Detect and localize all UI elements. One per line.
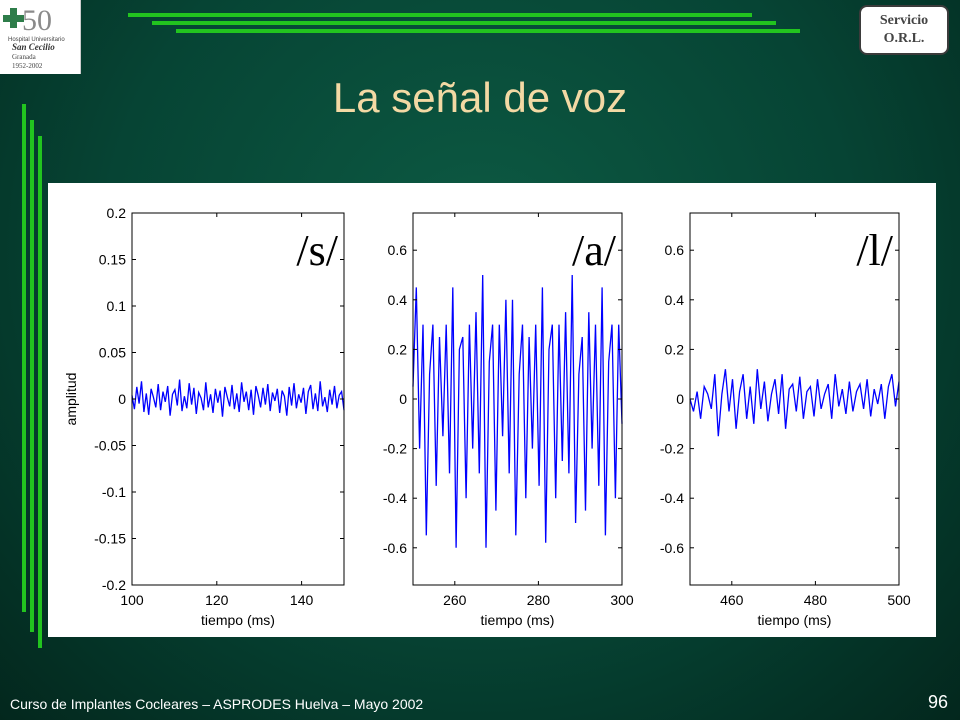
slide-title: La señal de voz xyxy=(332,74,628,121)
footer-text: Curso de Implantes Cocleares – ASPRODES … xyxy=(10,696,424,712)
plot3-ytick-label: 0 xyxy=(676,391,684,407)
plot1-xtick-label: 120 xyxy=(205,592,229,608)
plot1-ytick-label: 0.2 xyxy=(107,205,127,221)
plot3-phoneme-label: /l/ xyxy=(856,226,893,275)
hospital-logo-graphic: 50 Hospital Universitario San Cecilio Gr… xyxy=(3,4,65,70)
plot3-xtick-label: 460 xyxy=(720,592,744,608)
plot3-ytick-label: 0.4 xyxy=(665,292,685,308)
plot2-ytick-label: -0.2 xyxy=(383,441,407,457)
plot1-ytick-label: 0.15 xyxy=(99,252,126,268)
plot1-ytick-label: -0.1 xyxy=(102,484,126,500)
plot2-xtick-label: 280 xyxy=(527,592,551,608)
plot1-ytick-label: -0.2 xyxy=(102,577,126,593)
decor-line-top-2 xyxy=(152,21,776,25)
plot2-phoneme-label: /a/ xyxy=(572,226,617,275)
decor-line-left-1 xyxy=(22,104,26,612)
logo-line4: 1952-2002 xyxy=(12,62,43,70)
decor-line-left-2 xyxy=(30,120,34,632)
plot3-xlabel: tiempo (ms) xyxy=(758,612,832,628)
plot1-xtick-label: 140 xyxy=(290,592,314,608)
plot2-ytick-label: -0.4 xyxy=(383,490,407,506)
hospital-logo: 50 Hospital Universitario San Cecilio Gr… xyxy=(0,0,81,74)
logo-line1: Hospital Universitario xyxy=(8,37,65,43)
decor-line-top-3 xyxy=(176,29,800,33)
plot2-xlabel: tiempo (ms) xyxy=(481,612,555,628)
plot1-ylabel: amplitud xyxy=(63,373,79,426)
decor-line-top-1 xyxy=(128,13,752,17)
plot1-trace xyxy=(131,379,345,417)
waveform-figure: 0.2 0.15 0.1 0.05 0 -0.05 -0.1 -0.15 -0.2 100 120 1… xyxy=(48,183,936,637)
plot2-ytick-label: 0.2 xyxy=(388,341,408,357)
plot3-ytick-label: -0.6 xyxy=(660,540,684,556)
logo-cross-horizontal xyxy=(3,15,24,22)
page-number: 96 xyxy=(927,692,948,712)
decor-line-left-3 xyxy=(38,136,42,648)
plot3-ytick-label: 0.2 xyxy=(665,341,685,357)
logo-line3: Granada xyxy=(12,53,37,61)
logo-line2: San Cecilio xyxy=(12,42,55,52)
plot2-ytick-label: -0.6 xyxy=(383,540,407,556)
service-badge-line2: O.R.L. xyxy=(883,31,925,46)
plot1-ytick-label: -0.05 xyxy=(94,438,126,454)
plot3-ytick-label: 0.6 xyxy=(665,242,685,258)
plot2-ytick-label: 0 xyxy=(399,391,407,407)
plot1-ytick-label: 0.1 xyxy=(107,298,127,314)
service-badge: Servicio O.R.L. xyxy=(859,5,949,55)
plot1-ytick-label: -0.15 xyxy=(94,531,126,547)
plot3-trace xyxy=(689,369,900,437)
plot3-xtick-label: 480 xyxy=(804,592,828,608)
plot1-phoneme-label: /s/ xyxy=(296,226,338,275)
plot2-ytick-label: 0.4 xyxy=(388,292,408,308)
plot3-ytick-label: -0.2 xyxy=(660,441,684,457)
plot1-ytick-label: 0.05 xyxy=(99,345,126,361)
plot1-xlabel: tiempo (ms) xyxy=(201,612,275,628)
logo-number: 50 xyxy=(22,4,52,37)
plot1-ytick-label: 0 xyxy=(118,391,126,407)
plot3-ytick-label: -0.4 xyxy=(660,490,684,506)
plot2-xtick-label: 260 xyxy=(443,592,467,608)
plot3-xtick-label: 500 xyxy=(887,592,911,608)
plot2-ytick-label: 0.6 xyxy=(388,242,408,258)
plot2-trace xyxy=(412,274,623,548)
plot1-xtick-label: 100 xyxy=(120,592,144,608)
plot2-xtick-label: 300 xyxy=(610,592,634,608)
service-badge-line1: Servicio xyxy=(879,13,929,28)
